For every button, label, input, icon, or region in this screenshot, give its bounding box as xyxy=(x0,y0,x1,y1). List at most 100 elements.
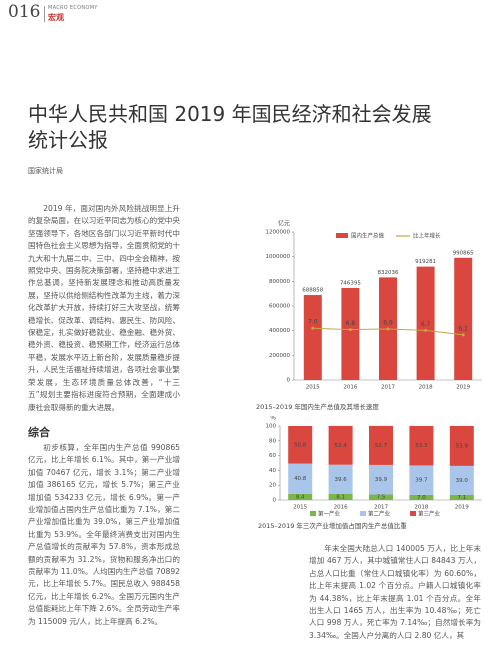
growth-point xyxy=(311,326,315,330)
unit-label: 亿元 xyxy=(278,220,290,228)
legend-label: 第三产业 xyxy=(418,510,441,518)
data-label: 8.4 xyxy=(296,494,305,500)
growth-point xyxy=(461,333,465,337)
data-label: 7.0 xyxy=(417,495,426,501)
data-label: 39.7 xyxy=(415,478,428,484)
paragraph: 2019 年，面对国内外风险挑战明显上升的复杂局面，在以习近平同志为核心的党中央… xyxy=(28,204,180,412)
y-tick-label: 0 xyxy=(287,378,291,384)
bar-segment xyxy=(288,463,313,494)
heading: 综合 xyxy=(28,425,50,439)
bar-segment xyxy=(288,493,313,500)
page-number: 016 xyxy=(8,2,41,22)
y-tick-label: 0 xyxy=(273,498,277,504)
legend-swatch xyxy=(410,511,416,516)
author: 国家统计局 xyxy=(28,167,63,175)
data-label: 832036 xyxy=(378,270,399,276)
bar-segment xyxy=(449,465,474,495)
caption: 2015–2019 年国内生产总值及其增长速度 xyxy=(256,403,379,411)
bar-segment xyxy=(369,494,393,500)
data-label: 52.7 xyxy=(375,443,388,449)
bar xyxy=(454,257,473,380)
y-tick-label: 40 xyxy=(269,468,276,474)
data-label: 39.9 xyxy=(375,477,388,483)
data-label: 53.3 xyxy=(415,443,428,449)
data-label: 53.9 xyxy=(456,443,469,449)
y-tick-label: 100 xyxy=(266,424,277,430)
bar-segment xyxy=(328,494,353,500)
chart-gdp: 0 200000 400000 600000 800000 1000000 1200000 亿… xyxy=(266,220,482,391)
right-column: 年末全国大陆总人口 140005 万人，比上年末增加 467 万人，其中城镇常住… xyxy=(309,543,481,642)
x-tick-label: 2018 xyxy=(414,505,428,511)
y-tick-label: 600000 xyxy=(269,304,290,310)
data-label: 39.6 xyxy=(334,477,347,483)
bar-segment xyxy=(369,425,393,465)
section-en: MACRO ECONOMY xyxy=(48,5,98,11)
x-tick-label: 2019 xyxy=(455,505,469,511)
legend-label: 第二产业 xyxy=(368,510,391,518)
unit-label: % xyxy=(270,416,276,422)
growth-point xyxy=(348,328,352,332)
y-tick-label: 60 xyxy=(269,453,276,459)
left-column: 2019 年，面对国内外风险挑战明显上升的复杂局面，在以习近平同志为核心的党中央… xyxy=(28,203,180,628)
bar xyxy=(416,266,435,380)
legend-label: 第一产业 xyxy=(318,510,341,518)
bar-segment xyxy=(409,465,434,495)
data-label: 919281 xyxy=(415,259,436,265)
x-tick-label: 2015 xyxy=(306,385,320,391)
bar-segment xyxy=(409,494,434,500)
data-label: 6.1 xyxy=(458,325,468,332)
x-tick-label: 2019 xyxy=(456,385,470,391)
x-tick-label: 2017 xyxy=(381,385,395,391)
title: 统计公报 xyxy=(28,128,108,152)
data-label: 6.7 xyxy=(421,321,431,328)
bar-segment xyxy=(328,464,353,495)
bar-segment xyxy=(409,426,434,466)
growth-point xyxy=(386,327,390,331)
data-label: 52.4 xyxy=(334,443,347,449)
bar xyxy=(341,287,360,380)
legend-label: 比上年增长 xyxy=(413,232,441,240)
data-label: 39.0 xyxy=(456,478,469,484)
bar-segment xyxy=(369,464,393,495)
paragraph: 初步核算，全年国内生产总值 990865 亿元，比上年增长 6.1%。其中，第一… xyxy=(28,442,180,626)
title: 中华人民共和国 2019 年国民经济和社会发展 xyxy=(28,102,432,126)
growth-point xyxy=(424,328,428,332)
paragraph: 年末全国大陆总人口 140005 万人，比上年末增加 467 万人，其中城镇常住… xyxy=(309,544,481,640)
y-tick-label: 1200000 xyxy=(266,230,291,236)
data-label: 7.0 xyxy=(308,319,318,326)
data-label: 990865 xyxy=(453,250,474,256)
y-tick-label: 20 xyxy=(269,483,276,489)
data-label: 8.1 xyxy=(336,495,345,501)
bar-segment xyxy=(449,494,474,500)
x-tick-label: 2016 xyxy=(334,505,348,511)
data-label: 50.8 xyxy=(294,442,307,448)
y-tick-label: 80 xyxy=(269,438,276,444)
data-label: 6.9 xyxy=(383,319,393,326)
y-tick-label: 200000 xyxy=(269,353,290,359)
data-label: 7.5 xyxy=(377,495,386,501)
data-label: 7.1 xyxy=(457,495,466,501)
legend-label: 国内生产总值 xyxy=(351,232,385,240)
bar-segment xyxy=(288,426,313,464)
bar-segment xyxy=(328,425,353,465)
divider xyxy=(44,6,45,22)
y-tick-label: 400000 xyxy=(269,328,290,334)
x-tick-label: 2016 xyxy=(343,385,357,391)
x-tick-label: 2018 xyxy=(419,385,433,391)
y-tick-label: 800000 xyxy=(269,279,290,285)
legend-swatch xyxy=(310,511,316,516)
x-tick-label: 2015 xyxy=(293,505,307,511)
legend-swatch xyxy=(336,233,348,238)
bar xyxy=(303,295,322,380)
data-label: 746395 xyxy=(340,280,361,286)
legend-swatch xyxy=(360,511,366,516)
caption: 2015–2019 年三次产业增加值占国内生产总值比重 xyxy=(258,522,407,530)
data-label: 6.8 xyxy=(346,320,356,327)
data-label: 40.8 xyxy=(294,476,307,482)
bar-segment xyxy=(449,426,474,466)
y-tick-label: 1000000 xyxy=(266,254,291,260)
x-tick-label: 2017 xyxy=(374,505,388,511)
chart-industry: 0 20 40 60 80 100% 2015 2016 2017 2018 2019 8.4 8.1 7… xyxy=(266,416,482,518)
section: 宏观 xyxy=(48,13,64,22)
